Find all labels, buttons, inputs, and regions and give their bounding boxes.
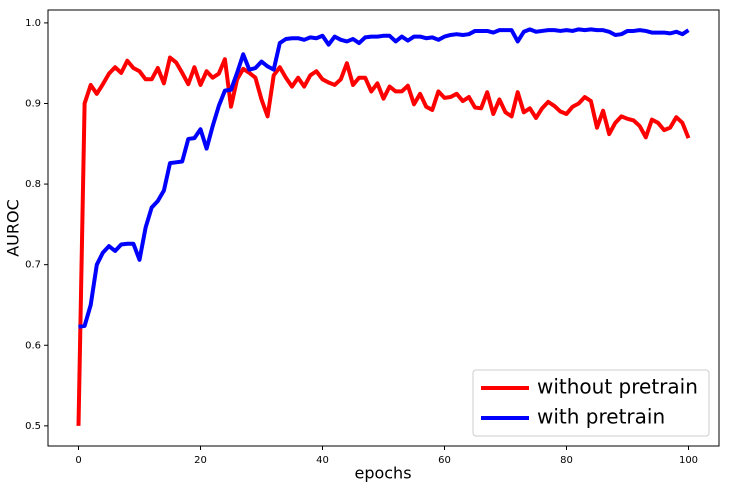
y-tick-label: 0.7 [25, 260, 41, 271]
y-tick-label: 0.9 [25, 98, 41, 109]
y-tick-label: 0.8 [25, 179, 41, 190]
plot-frame [47, 9, 720, 447]
series-line [76, 55, 691, 426]
x-tick-label: 80 [560, 455, 573, 466]
x-tick-label: 0 [75, 455, 81, 466]
legend-label: with pretrain [537, 405, 665, 429]
x-tick-label: 20 [194, 455, 207, 466]
x-tick-label: 100 [679, 455, 698, 466]
series-line [78, 27, 690, 329]
y-axis-label: AUROC [4, 199, 23, 257]
x-axis-label: epochs [354, 464, 411, 483]
legend-label: without pretrain [537, 375, 698, 399]
x-tick-label: 40 [316, 455, 329, 466]
x-tick-label: 60 [438, 455, 451, 466]
y-tick-label: 0.6 [25, 340, 41, 351]
legend: without pretrain with pretrain [472, 369, 710, 437]
y-tick-label: 1.0 [25, 18, 41, 29]
legend-box [472, 369, 710, 437]
y-tick-label: 0.5 [25, 421, 41, 432]
